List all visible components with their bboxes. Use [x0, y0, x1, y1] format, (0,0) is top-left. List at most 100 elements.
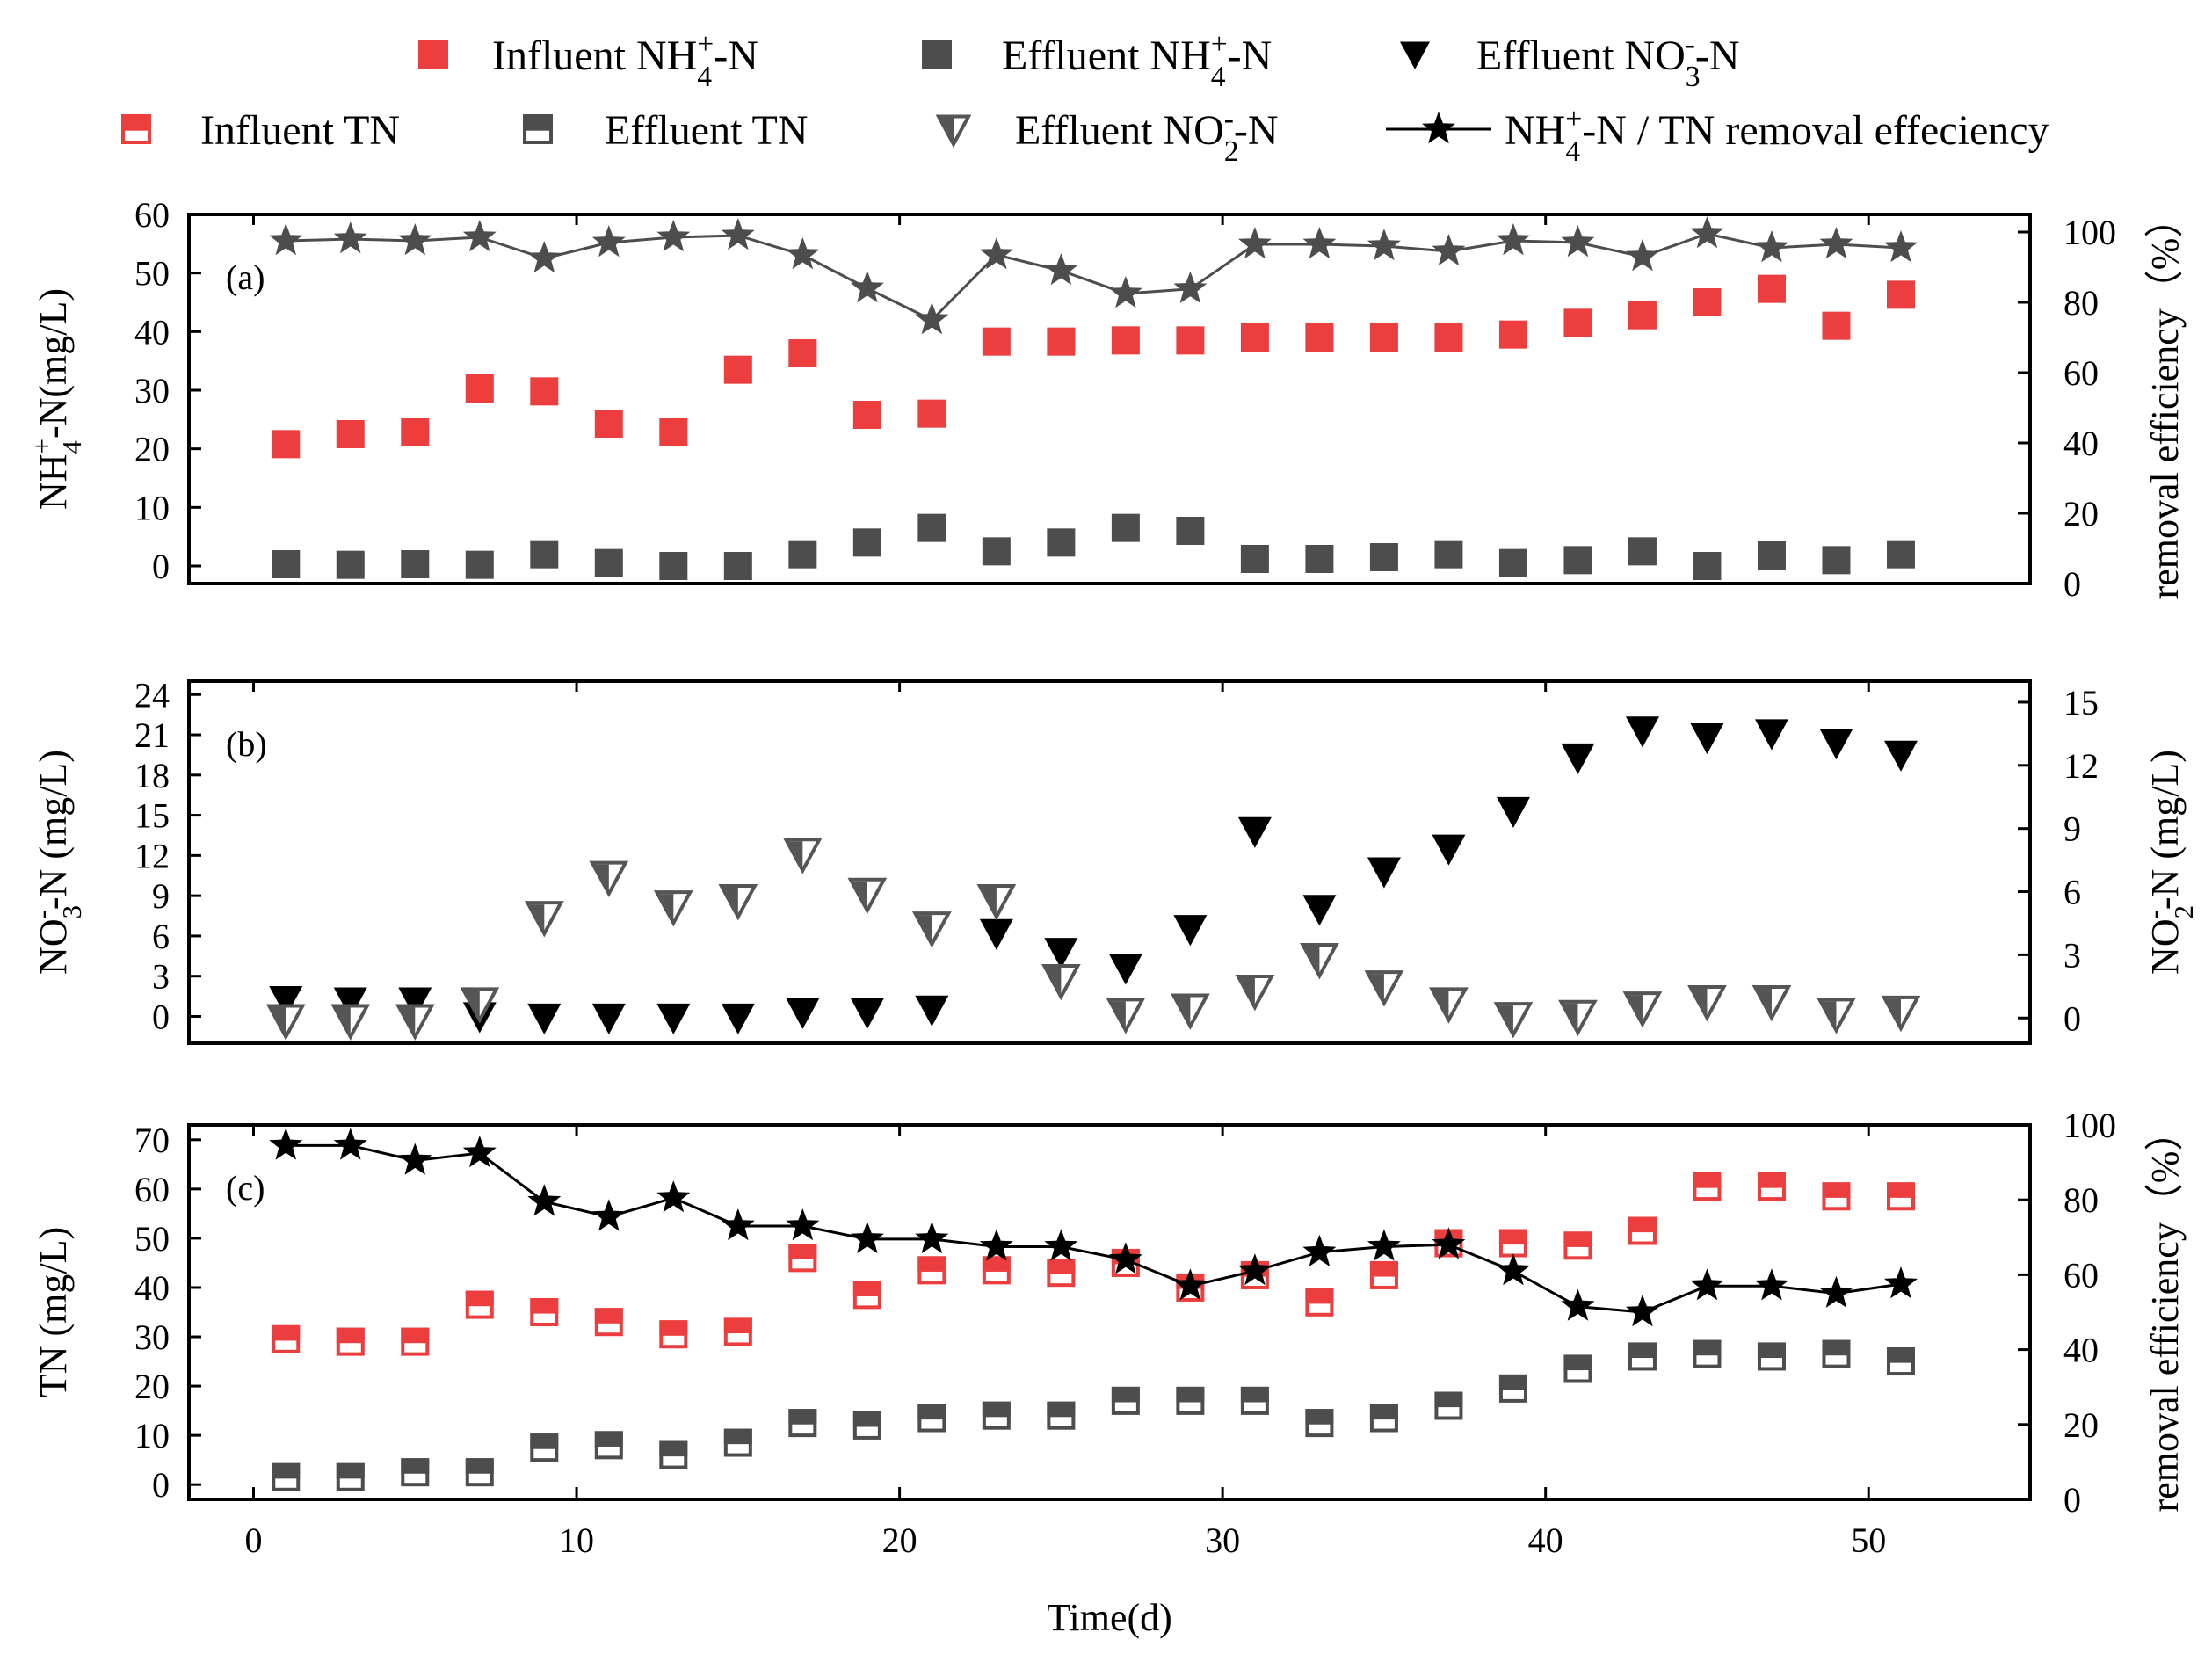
- data-point: [1628, 537, 1657, 566]
- data-point-star: [1690, 1268, 1724, 1301]
- data-point: [982, 1256, 1011, 1285]
- y2-axis-title: removal efficiency（%）: [2143, 1113, 2187, 1513]
- y2-tick-label: 0: [2063, 1480, 2081, 1520]
- data-point: [398, 987, 432, 1019]
- data-point: [1434, 1391, 1463, 1420]
- plot-frame-a: [187, 213, 2032, 585]
- data-point: [1757, 1172, 1786, 1201]
- data-point-star: [1819, 1275, 1853, 1308]
- data-point: [1822, 1339, 1851, 1368]
- data-point: [1302, 895, 1337, 926]
- data-point: [1628, 1216, 1657, 1245]
- data-point: [1041, 963, 1081, 1001]
- data-point-star-dark: [1108, 276, 1142, 308]
- data-point: [1886, 540, 1915, 569]
- data-point: [718, 883, 758, 921]
- data-point: [1044, 938, 1078, 969]
- legend-marker-effluent_nh4: [922, 40, 952, 69]
- y2-tick-label: 40: [2063, 1331, 2099, 1370]
- y-tick-label: 50: [134, 1219, 170, 1259]
- data-point-star: [1237, 1253, 1272, 1286]
- data-point: [1364, 970, 1404, 1007]
- y-tick-label: 18: [134, 756, 170, 795]
- data-point: [330, 1004, 371, 1041]
- data-point-star-dark: [1496, 223, 1530, 256]
- data-point: [1434, 323, 1463, 352]
- y-tick-label: 10: [134, 1416, 170, 1455]
- data-point: [1047, 1259, 1076, 1288]
- y2-tick-label: 0: [2063, 998, 2081, 1038]
- data-point: [1628, 1342, 1657, 1371]
- data-point-star-dark: [1754, 230, 1788, 263]
- data-point: [272, 1462, 301, 1491]
- data-point-star: [333, 1128, 367, 1160]
- x-tick-label: 40: [1528, 1520, 1563, 1560]
- data-point: [915, 995, 949, 1027]
- data-point: [982, 1401, 1011, 1430]
- data-point-star: [1302, 1234, 1337, 1266]
- y2-tick-label: 0: [2063, 564, 2081, 604]
- data-point: [979, 918, 1013, 950]
- data-point: [852, 1281, 881, 1310]
- data-point-star-dark: [527, 241, 562, 273]
- data-point-star-dark: [333, 221, 367, 254]
- legend: Influent NH4+-N Effluent NH4+-N Effluent N…: [121, 28, 2049, 168]
- y-tick-label: 20: [134, 1367, 170, 1406]
- data-point-star: [1561, 1288, 1595, 1321]
- y2-tick-label: 9: [2063, 809, 2081, 849]
- data-point: [272, 1324, 301, 1353]
- data-point-star: [1625, 1295, 1659, 1327]
- y-tick-label: 9: [152, 876, 170, 916]
- data-point-star-dark: [1237, 227, 1272, 259]
- data-point: [1305, 545, 1334, 573]
- legend-marker-effluent_no2: [935, 114, 972, 149]
- data-point: [1817, 998, 1856, 1034]
- legend-marker-effluent_no3: [1400, 41, 1430, 69]
- data-point: [723, 355, 752, 384]
- data-point: [1754, 719, 1788, 751]
- data-point: [656, 1003, 691, 1035]
- data-point: [1498, 1229, 1527, 1258]
- data-point: [1047, 1401, 1076, 1430]
- y-tick-label: 15: [134, 796, 170, 836]
- y2-axis-title: NO2--N (mg/L): [2139, 750, 2199, 975]
- data-point: [1561, 743, 1595, 774]
- data-point: [917, 1404, 946, 1433]
- data-point: [594, 548, 623, 577]
- legend-label-effluent_no3: Effluent NO3--N: [1476, 28, 1740, 93]
- data-point: [1563, 308, 1592, 337]
- y-tick-label: 12: [134, 836, 170, 875]
- plot-frame-c: [187, 1123, 2032, 1501]
- data-point: [465, 374, 494, 403]
- series-effluent-no3-n: [269, 716, 1918, 1035]
- x-tick-label: 30: [1205, 1520, 1240, 1560]
- data-point: [788, 339, 817, 367]
- data-point: [1690, 722, 1724, 755]
- data-point: [1369, 323, 1398, 352]
- data-point-star-dark: [1302, 227, 1337, 259]
- y-tick-label: 24: [134, 675, 170, 715]
- data-point-star: [786, 1208, 820, 1241]
- data-point: [1693, 1172, 1722, 1201]
- y-axis-title: NO3--N (mg/L): [27, 750, 87, 975]
- data-point: [1432, 834, 1466, 866]
- data-point: [265, 1004, 306, 1041]
- data-point-star: [1432, 1227, 1466, 1259]
- y2-tick-label: 12: [2063, 746, 2099, 786]
- x-axis: 0 10 20 30 40 50 Time(d): [245, 1487, 1886, 1639]
- data-point-star-dark: [979, 237, 1013, 270]
- data-point: [530, 540, 559, 569]
- legend-label-influent_nh4: Influent NH4+-N: [492, 28, 758, 93]
- legend-label-influent_tn: Influent TN: [200, 107, 400, 154]
- data-point: [1240, 323, 1269, 352]
- data-point: [1881, 995, 1921, 1033]
- data-point: [591, 1003, 626, 1035]
- data-point: [1563, 1354, 1592, 1383]
- data-point-star-dark: [786, 237, 820, 270]
- data-point: [395, 1004, 435, 1041]
- y-tick-label: 30: [134, 371, 170, 410]
- y2-tick-label: 3: [2063, 935, 2081, 975]
- data-point: [1886, 1182, 1915, 1211]
- y-tick-label: 40: [134, 312, 170, 352]
- data-point: [1563, 1231, 1592, 1260]
